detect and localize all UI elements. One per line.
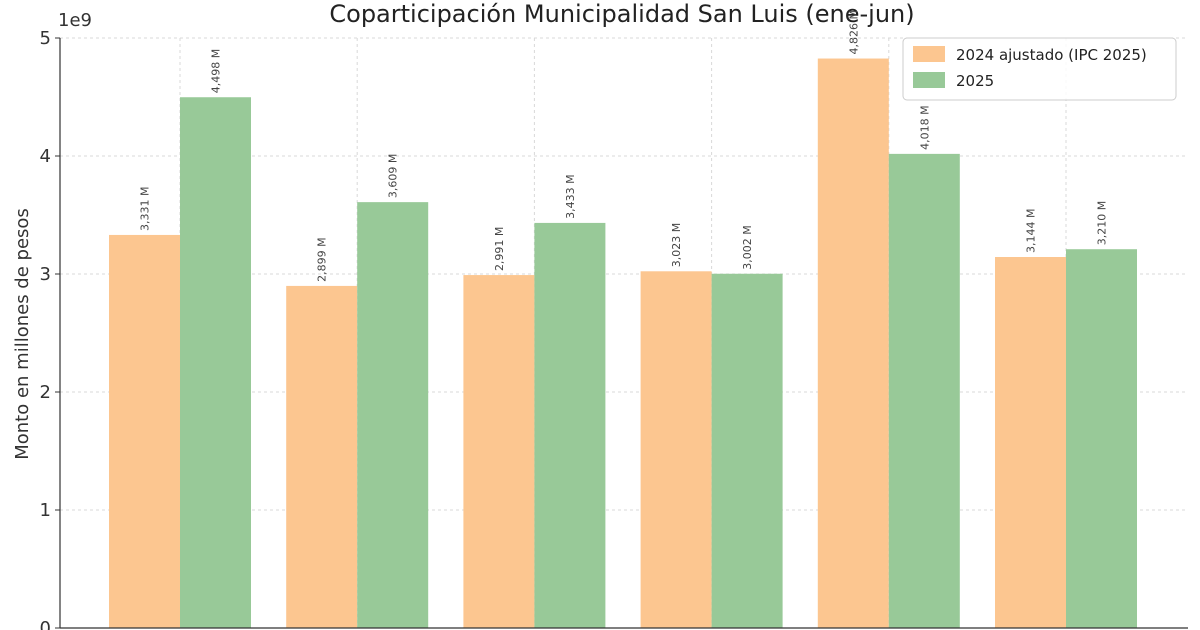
y-axis-label: Monto en millones de pesos [12,208,33,460]
axes: 0 1 2 3 4 5 [40,28,1188,630]
legend-swatch-2025 [913,72,945,88]
y-tick-label-1: 1 [40,500,51,521]
data-label-series-0-0: 3,331 M [139,186,152,230]
bar-series-0-5 [995,257,1066,628]
y-tick-label-4: 4 [40,146,51,167]
data-label-series-0-1: 2,899 M [316,237,329,281]
bar-series-0-4 [817,58,889,629]
bar-series-1-0 [180,97,251,628]
legend-swatch-2024 [913,46,945,62]
data-label-series-1-0: 4,498 M [210,49,223,93]
data-label-series-0-4: 4,826 M [847,10,860,54]
legend-label-2024: 2024 ajustado (IPC 2025) [956,46,1147,64]
y-tick-label-3: 3 [40,264,51,285]
data-label-series-1-4: 4,018 M [918,105,931,149]
y-tick-label-5: 5 [40,28,51,49]
data-label-series-1-2: 3,433 M [564,174,577,218]
data-label-series-0-5: 3,144 M [1025,209,1038,253]
bar-series-0-2 [463,275,535,628]
data-labels: 3,331 M 2,899 M 2,991 M 3,023 M 4,826 M 3,144… [139,10,1109,282]
data-label-series-1-1: 3,609 M [387,154,400,198]
y-tick-label-0: 0 [40,618,51,630]
bar-series-1-3 [711,273,783,628]
data-label-series-0-2: 2,991 M [493,227,506,271]
bar-series-1-4 [888,153,960,628]
data-label-series-1-5: 3,210 M [1096,201,1109,245]
bar-series-1-1 [357,202,429,628]
bar-series-0-1 [286,285,358,628]
bars [109,58,1137,629]
legend-frame [902,37,1177,101]
bar-series-1-5 [1066,249,1137,628]
data-label-series-0-3: 3,023 M [670,223,683,267]
y-tick-label-2: 2 [40,382,51,403]
chart-title: Coparticipación Municipalidad San Luis (… [329,0,914,28]
bar-series-1-2 [534,222,606,628]
bar-series-0-0 [109,234,180,628]
legend: 2024 ajustado (IPC 2025) 2025 [902,37,1177,101]
y-axis-multiplier: 1e9 [58,10,92,31]
legend-label-2025: 2025 [956,72,994,90]
data-label-series-1-3: 3,002 M [741,225,754,269]
bar-series-0-3 [640,271,712,628]
